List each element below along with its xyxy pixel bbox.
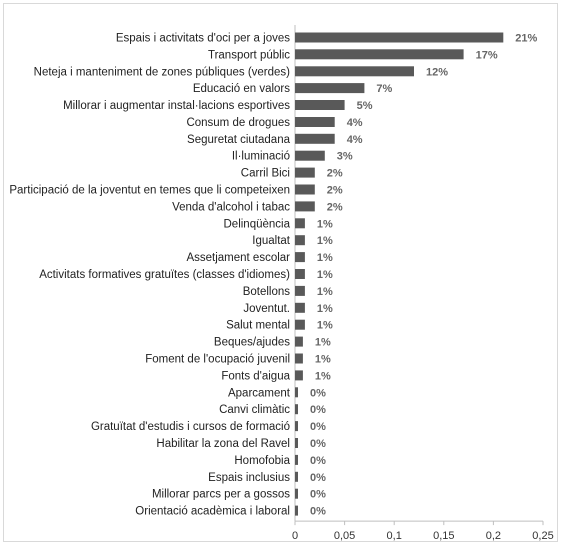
bar	[295, 471, 298, 482]
bar	[295, 505, 298, 516]
data-label: 1%	[317, 303, 333, 315]
bar	[295, 370, 303, 381]
data-label: 1%	[317, 218, 333, 230]
data-label: 12%	[426, 66, 448, 78]
data-label: 17%	[476, 49, 498, 61]
data-label: 7%	[376, 83, 392, 95]
category-label: Habilitar la zona del Ravel	[156, 438, 290, 450]
data-label: 2%	[327, 185, 343, 197]
category-label: Fonts d'aigua	[221, 370, 290, 382]
data-label: 4%	[347, 117, 363, 129]
category-label: Aparcament	[228, 387, 291, 399]
x-tick-label: 0,15	[433, 530, 454, 542]
bar	[295, 167, 315, 178]
data-label: 1%	[317, 269, 333, 281]
category-label: Millorar parcs per a gossos	[152, 489, 290, 501]
category-label: Il·luminació	[232, 151, 290, 163]
bar	[295, 49, 464, 60]
category-label: Transport públic	[208, 49, 290, 61]
category-label: Salut mental	[226, 320, 290, 332]
category-label: Neteja i manteniment de zones públiques …	[34, 66, 291, 78]
data-label: 0%	[310, 421, 326, 433]
category-label: Espais inclusius	[208, 472, 290, 484]
data-label: 1%	[317, 252, 333, 264]
bar	[295, 269, 305, 279]
data-label: 2%	[327, 201, 343, 213]
data-label: 1%	[317, 235, 333, 247]
data-label: 0%	[310, 387, 326, 399]
category-label: Igualtat	[252, 235, 291, 247]
bar	[295, 83, 365, 94]
bar	[295, 353, 303, 364]
bar	[295, 488, 298, 499]
data-label: 3%	[337, 151, 353, 163]
category-label: Beques/ajudes	[214, 337, 290, 349]
bar	[295, 218, 305, 229]
bar	[295, 454, 298, 465]
category-label: Delinqüència	[224, 218, 291, 230]
category-label: Canvi climàtic	[219, 404, 290, 416]
bar	[295, 66, 414, 77]
category-label: Seguretat ciutadana	[187, 134, 291, 146]
category-label: Botellons	[243, 286, 291, 298]
bar	[295, 184, 315, 195]
data-label: 0%	[310, 489, 326, 501]
data-label: 0%	[310, 404, 326, 416]
bar	[295, 252, 305, 263]
category-label: Joventut.	[243, 303, 290, 315]
category-label: Espais i activitats d'oci per a joves	[116, 33, 290, 45]
bar	[295, 319, 305, 330]
data-label: 5%	[357, 100, 373, 112]
category-label: Foment de l'ocupació juvenil	[145, 354, 290, 366]
data-label: 0%	[310, 472, 326, 484]
category-label: Millorar i augmentar instal·lacions espo…	[63, 100, 290, 112]
data-label: 0%	[310, 438, 326, 450]
bar	[295, 117, 335, 127]
x-tick-label: 0	[292, 530, 298, 542]
bar	[295, 421, 298, 432]
x-tick-label: 0,05	[334, 530, 355, 542]
data-label: 1%	[317, 286, 333, 298]
bar	[295, 285, 305, 296]
bar	[295, 404, 298, 415]
bar	[295, 201, 315, 212]
category-label: Orientació acadèmica i laboral	[135, 506, 290, 518]
bar	[295, 100, 345, 110]
category-label: Homofobia	[234, 455, 290, 467]
bar	[295, 235, 305, 246]
category-label: Carril Bici	[241, 168, 290, 180]
data-label: 1%	[315, 370, 331, 382]
bar	[295, 32, 504, 43]
chart-frame	[3, 3, 558, 542]
x-tick-label: 0,25	[532, 530, 553, 542]
category-label: Gratuïtat d'estudis i cursos de formació	[91, 421, 290, 433]
data-label: 1%	[315, 354, 331, 366]
category-label: Assetjament escolar	[186, 252, 290, 264]
category-label: Consum de drogues	[186, 117, 290, 129]
data-label: 0%	[310, 506, 326, 518]
data-label: 1%	[315, 337, 331, 349]
data-label: 4%	[347, 134, 363, 146]
data-label: 1%	[317, 320, 333, 332]
data-label: 2%	[327, 168, 343, 180]
category-label: Educació en valors	[193, 83, 290, 95]
bar	[295, 387, 298, 398]
x-tick-label: 0,1	[387, 530, 402, 542]
category-label: Venda d'alcohol i tabac	[172, 201, 290, 213]
data-label: 21%	[515, 33, 537, 45]
category-label: Participació de la joventut en temes que…	[9, 185, 290, 197]
category-label: Activitats formatives gratuïtes (classes…	[39, 269, 290, 281]
data-label: 0%	[310, 455, 326, 467]
bar	[295, 438, 298, 448]
x-tick-label: 0,2	[486, 530, 501, 542]
bar	[295, 336, 303, 347]
bar	[295, 133, 335, 144]
bar	[295, 150, 325, 161]
bar	[295, 302, 305, 313]
